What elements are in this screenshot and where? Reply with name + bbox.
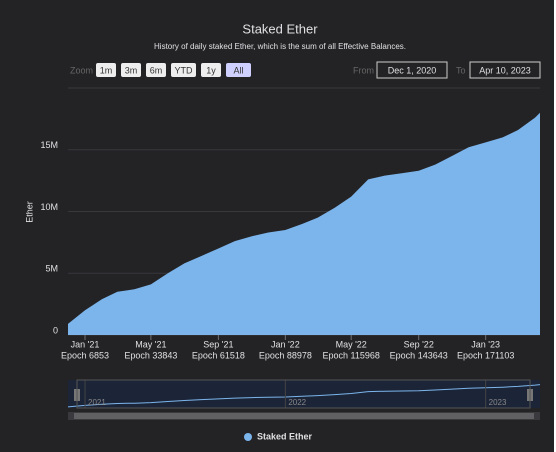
navigator-outline [76, 379, 531, 409]
y-tick-label: 5M [45, 264, 58, 274]
x-tick-epoch: Epoch 143643 [390, 350, 448, 360]
scrollbar-thumb[interactable] [74, 413, 534, 419]
zoom-button[interactable] [96, 63, 116, 77]
navigator-label: 2023 [489, 398, 507, 407]
x-tick-label: Jan '23 [471, 339, 500, 349]
from-value: Dec 1, 2020 [388, 65, 437, 75]
zoom-button-label: YTD [175, 65, 194, 75]
navigator-label: 2021 [88, 398, 106, 407]
zoom-label: Zoom [70, 65, 93, 75]
zoom-button[interactable] [171, 63, 196, 77]
navigator-label: 2022 [288, 398, 306, 407]
navigator-line [67, 384, 541, 408]
x-tick-epoch: Epoch 33843 [124, 350, 177, 360]
legend-label[interactable]: Staked Ether [257, 431, 313, 441]
x-tick-label: May '22 [336, 339, 367, 349]
from-input[interactable] [376, 61, 448, 79]
zoom-button-label: All [233, 65, 243, 75]
zoom-button-label: 6m [150, 65, 163, 75]
zoom-button[interactable] [201, 63, 221, 77]
x-tick-label: May '21 [135, 339, 166, 349]
to-label: To [456, 65, 466, 75]
x-tick-label: Jan '22 [271, 339, 300, 349]
zoom-button-label: 3m [125, 65, 138, 75]
to-value: Apr 10, 2023 [479, 65, 531, 75]
from-label: From [353, 65, 374, 75]
chart-subtitle: History of daily staked Ether, which is … [154, 42, 406, 51]
to-input[interactable] [469, 61, 541, 79]
x-tick-epoch: Epoch 115968 [323, 350, 380, 360]
zoom-button-label: 1m [100, 65, 113, 75]
x-tick-epoch: Epoch 6853 [61, 350, 109, 360]
zoom-button[interactable] [226, 63, 251, 77]
zoom-button[interactable] [146, 63, 166, 77]
y-tick-label: 10M [40, 202, 58, 212]
zoom-button[interactable] [121, 63, 141, 77]
x-tick-epoch: Epoch 61518 [192, 350, 245, 360]
legend-marker[interactable] [244, 433, 252, 441]
x-tick-label: Jan '21 [71, 339, 100, 349]
chart-title: Staked Ether [242, 21, 318, 36]
x-tick-label: Sep '21 [203, 339, 233, 349]
area [68, 112, 540, 335]
zoom-button-label: 1y [206, 65, 216, 75]
x-tick-epoch: Epoch 171103 [457, 350, 514, 360]
navigator-mask [68, 380, 540, 408]
y-tick-label: 15M [40, 140, 58, 150]
x-tick-label: Sep '22 [404, 339, 434, 349]
y-tick-label: 0 [53, 325, 58, 335]
x-tick-epoch: Epoch 88978 [259, 350, 312, 360]
y-axis-title: Ether [24, 201, 34, 223]
